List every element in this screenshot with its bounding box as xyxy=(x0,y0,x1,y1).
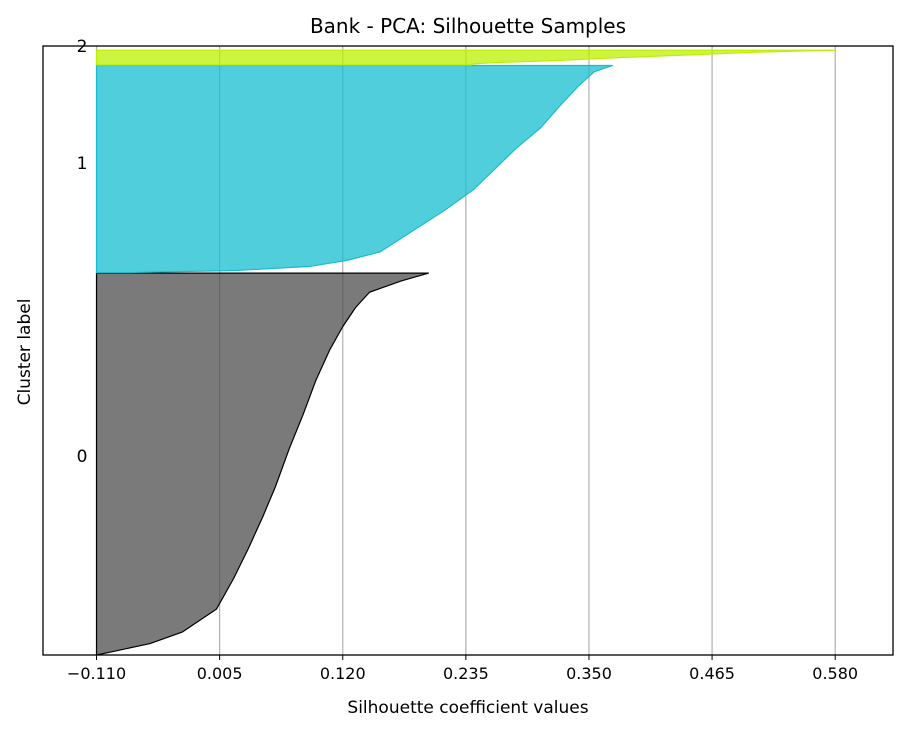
x-tick-label: 0.005 xyxy=(197,664,243,683)
x-tick-label: 0.120 xyxy=(320,664,366,683)
x-tick-label: 0.350 xyxy=(566,664,612,683)
x-tick-label: 0.465 xyxy=(689,664,735,683)
x-tick-label: 0.580 xyxy=(812,664,858,683)
y-axis-label: Cluster label xyxy=(15,299,35,406)
cluster-2-silhouette xyxy=(95,49,836,66)
cluster-labels: 0 1 2 xyxy=(77,37,88,467)
cluster-1-silhouette xyxy=(95,64,614,274)
cluster-label-0: 0 xyxy=(77,447,88,467)
plot-frame xyxy=(42,45,894,656)
chart-title: Bank - PCA: Silhouette Samples xyxy=(310,14,626,38)
cluster-0-silhouette xyxy=(95,272,429,656)
x-tick-label: −0.110 xyxy=(67,664,126,683)
cluster-label-2: 2 xyxy=(77,37,88,57)
silhouette-areas xyxy=(95,49,836,656)
x-axis-ticks: −0.110 0.005 0.120 0.235 0.350 0.465 0.580 xyxy=(67,655,858,683)
x-axis-label: Silhouette coefficient values xyxy=(347,698,588,718)
cluster-label-1: 1 xyxy=(77,154,88,174)
x-tick-label: 0.235 xyxy=(443,664,489,683)
